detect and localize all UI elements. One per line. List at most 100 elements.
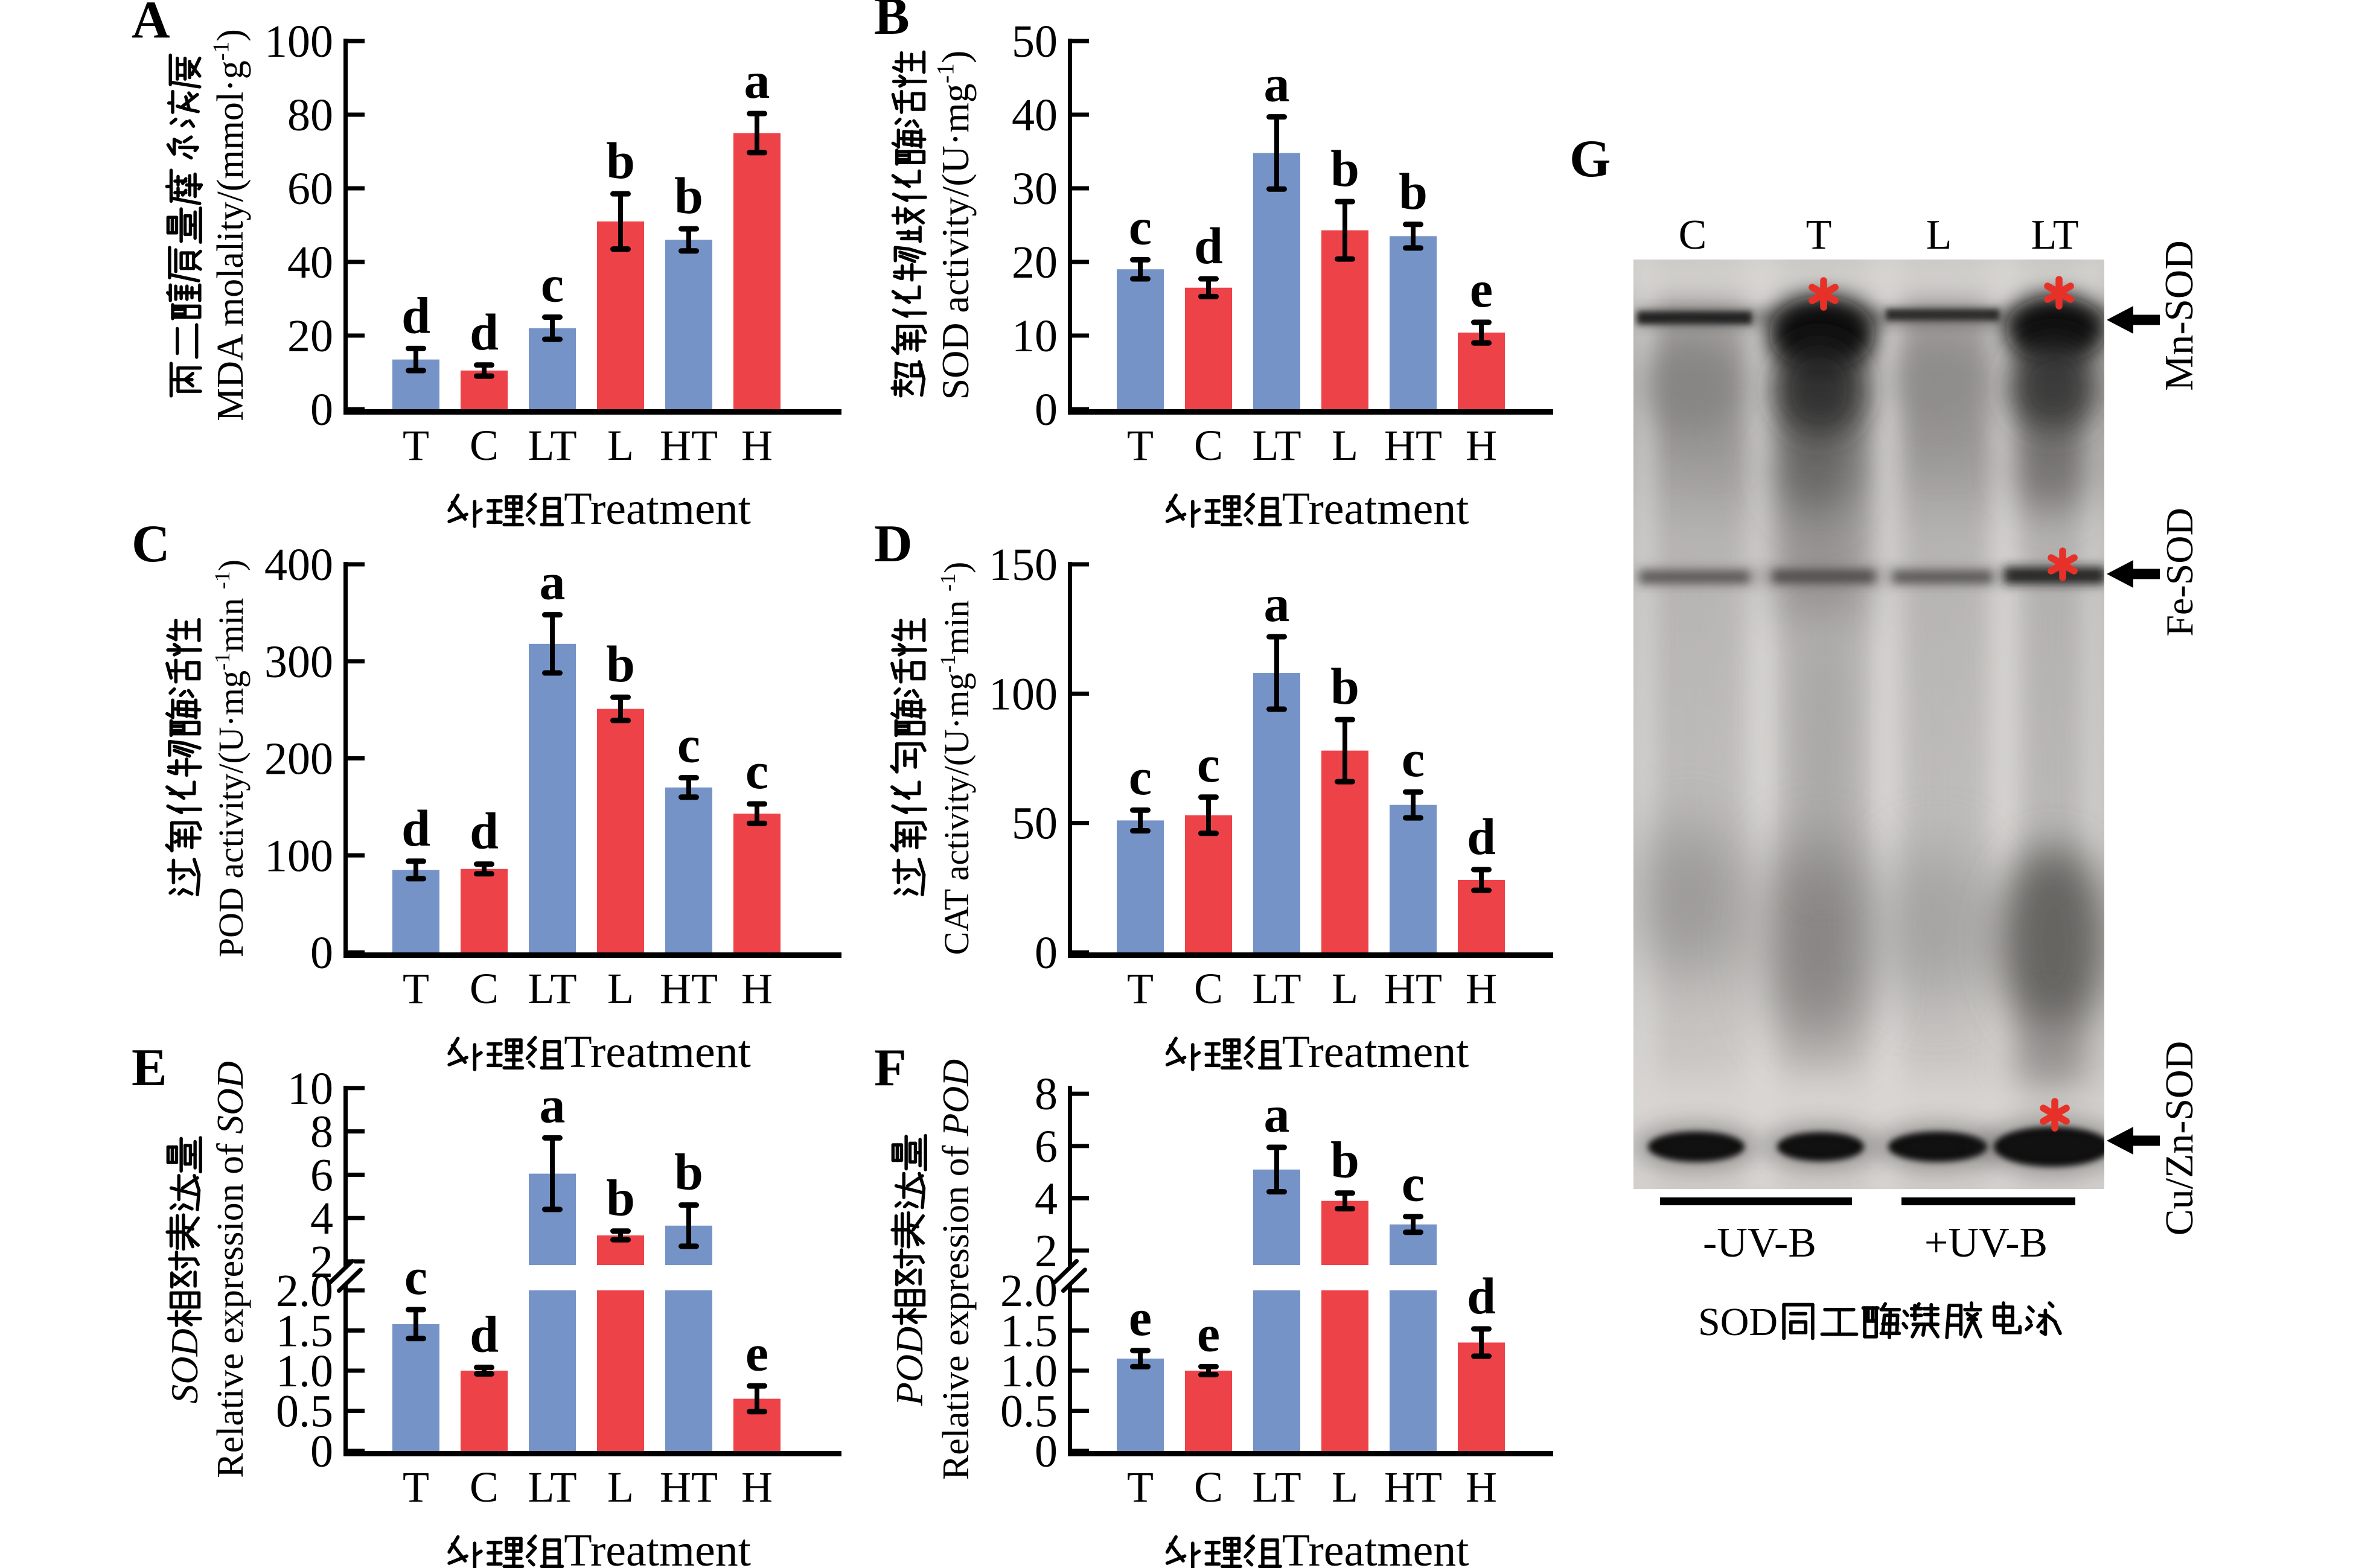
svg-text:D: D <box>874 515 913 573</box>
svg-text:10: 10 <box>1012 311 1058 362</box>
svg-text:0: 0 <box>1035 928 1058 978</box>
svg-text:F: F <box>874 1039 907 1097</box>
svg-text:50: 50 <box>1012 16 1058 67</box>
svg-text:100: 100 <box>264 830 333 881</box>
svg-text:a: a <box>540 1076 566 1133</box>
svg-text:c: c <box>404 1248 427 1305</box>
svg-text:a: a <box>744 51 770 109</box>
svg-text:HT: HT <box>660 1463 718 1511</box>
svg-text:b: b <box>1330 657 1359 715</box>
svg-text:0: 0 <box>1035 384 1058 435</box>
svg-text:c: c <box>1402 730 1425 788</box>
svg-text:-1: -1 <box>210 571 234 589</box>
svg-text:CAT activity/(U·mg: CAT activity/(U·mg <box>937 673 976 955</box>
svg-text:C: C <box>1194 1463 1223 1511</box>
svg-text:B: B <box>874 0 910 46</box>
svg-text:b: b <box>606 635 635 693</box>
svg-text:H: H <box>741 421 773 470</box>
svg-text:LT: LT <box>1252 421 1301 470</box>
svg-text:100: 100 <box>264 16 333 67</box>
svg-text:d: d <box>401 799 430 857</box>
svg-text:): ) <box>211 559 251 571</box>
svg-text:-UV-B: -UV-B <box>1703 1220 1816 1266</box>
svg-text:Treatment: Treatment <box>564 483 751 534</box>
svg-text:a: a <box>540 553 566 611</box>
svg-text:e: e <box>1197 1304 1220 1362</box>
svg-text:0: 0 <box>1035 1426 1058 1477</box>
svg-text:POD: POD <box>888 1327 931 1407</box>
svg-text:150: 150 <box>989 540 1058 590</box>
svg-text:T: T <box>403 421 429 470</box>
svg-text:c: c <box>1129 197 1152 255</box>
svg-text:SOD: SOD <box>210 1061 251 1134</box>
svg-text:): ) <box>210 29 251 42</box>
svg-text:E: E <box>132 1039 167 1097</box>
svg-text:Mn-SOD: Mn-SOD <box>2157 240 2201 390</box>
svg-text:4: 4 <box>1035 1173 1058 1224</box>
svg-text:POD activity/(U·mg: POD activity/(U·mg <box>211 671 251 957</box>
svg-text:A: A <box>132 0 170 49</box>
svg-text:10: 10 <box>287 1063 333 1114</box>
svg-text:C: C <box>1679 212 1707 258</box>
svg-text:C: C <box>132 515 170 573</box>
svg-text:400: 400 <box>264 540 333 590</box>
svg-text:c: c <box>745 742 768 800</box>
svg-text:50: 50 <box>1012 798 1058 849</box>
svg-text:L: L <box>1332 964 1358 1013</box>
svg-text:Treatment: Treatment <box>1282 1027 1469 1077</box>
svg-text:H: H <box>1466 1463 1497 1511</box>
svg-text:c: c <box>1129 748 1152 806</box>
svg-text:L: L <box>607 421 634 470</box>
svg-text:LT: LT <box>528 964 576 1013</box>
svg-text:b: b <box>606 132 635 190</box>
svg-text:b: b <box>674 1143 703 1201</box>
svg-text:LT: LT <box>528 1463 576 1511</box>
svg-text:-1: -1 <box>936 655 960 673</box>
svg-text:L: L <box>1332 1463 1358 1511</box>
svg-text:T: T <box>1806 212 1832 258</box>
svg-text:G: G <box>1569 130 1611 188</box>
svg-text:e: e <box>745 1324 768 1382</box>
svg-text:2.0: 2.0 <box>276 1266 333 1316</box>
svg-text:HT: HT <box>1384 964 1442 1013</box>
svg-text:e: e <box>1470 260 1493 318</box>
svg-text:C: C <box>470 964 499 1013</box>
svg-text:b: b <box>674 167 703 225</box>
svg-text:0: 0 <box>310 384 333 435</box>
svg-text:c: c <box>1402 1155 1425 1213</box>
svg-text:LT: LT <box>1252 1463 1301 1511</box>
svg-text:1.0: 1.0 <box>276 1346 333 1397</box>
svg-text:c: c <box>541 255 564 313</box>
svg-text:1.5: 1.5 <box>1000 1306 1058 1357</box>
svg-text:SOD: SOD <box>163 1328 206 1403</box>
svg-text:1.5: 1.5 <box>276 1306 333 1357</box>
svg-text:2.0: 2.0 <box>1000 1266 1058 1316</box>
svg-text:30: 30 <box>1012 164 1058 214</box>
svg-text:Treatment: Treatment <box>1282 483 1469 534</box>
svg-text:0.5: 0.5 <box>276 1386 333 1437</box>
svg-text:b: b <box>606 1169 635 1227</box>
svg-text:-1: -1 <box>208 42 234 61</box>
svg-text:Cu/Zn-SOD: Cu/Zn-SOD <box>2157 1041 2201 1236</box>
svg-text:300: 300 <box>264 637 333 687</box>
svg-text:100: 100 <box>989 669 1058 719</box>
svg-text:0: 0 <box>310 1426 333 1477</box>
svg-text:d: d <box>470 1305 499 1363</box>
svg-text:c: c <box>1197 735 1220 793</box>
svg-text:+UV-B: +UV-B <box>1924 1220 2048 1266</box>
svg-text:T: T <box>403 1463 429 1511</box>
svg-text:8: 8 <box>310 1107 333 1158</box>
svg-text:L: L <box>1926 212 1952 258</box>
svg-text:d: d <box>401 286 430 344</box>
svg-text:20: 20 <box>287 311 333 362</box>
svg-text:d: d <box>470 303 499 361</box>
svg-text:Treatment: Treatment <box>1282 1525 1469 1568</box>
svg-text:6: 6 <box>1035 1121 1058 1172</box>
svg-text:200: 200 <box>264 734 333 785</box>
svg-text:HT: HT <box>660 964 718 1013</box>
svg-text:2: 2 <box>1035 1226 1058 1276</box>
svg-text:C: C <box>1194 964 1223 1013</box>
svg-text:6: 6 <box>310 1150 333 1200</box>
svg-text:L: L <box>607 1463 634 1511</box>
svg-text:-1: -1 <box>936 573 960 591</box>
